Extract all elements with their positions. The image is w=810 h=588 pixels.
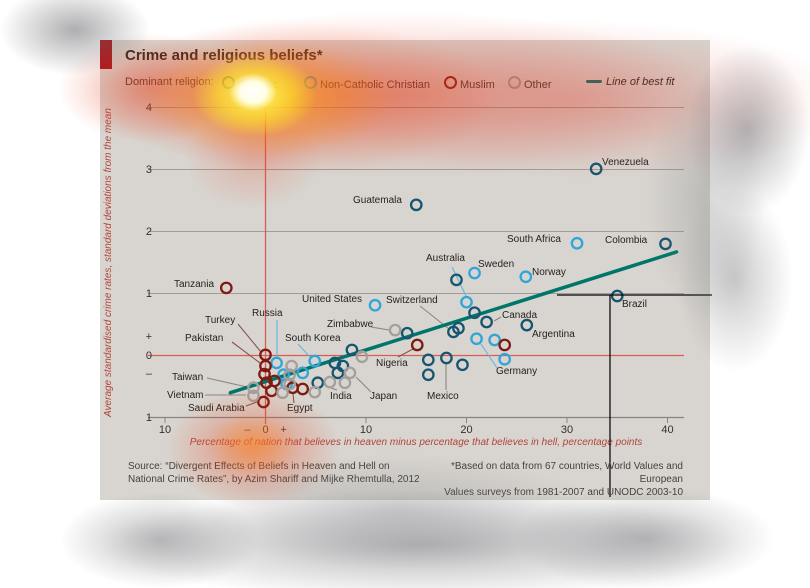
country-label-brazil: Brazil xyxy=(622,299,648,310)
country-point xyxy=(498,338,512,352)
country-point xyxy=(421,353,435,367)
country-label-zimbabwe: Zimbabwe xyxy=(327,319,374,330)
country-label-australia: Australia xyxy=(426,253,465,264)
country-label-south-korea: South Korea xyxy=(285,333,341,344)
country-label-switzerland: Switzerland xyxy=(386,295,438,306)
y-tick-1: 3 xyxy=(145,163,152,176)
country-label-vietnam: Vietnam xyxy=(167,390,204,401)
footnote-line-2: Values surveys from 1981-2007 and UNODC … xyxy=(444,487,683,498)
country-label-canada: Canada xyxy=(502,310,538,321)
y-tick-0: 4 xyxy=(145,101,152,114)
y-tick-7: 1 xyxy=(145,411,152,424)
country-label-turkey: Turkey xyxy=(205,315,236,326)
country-point-india xyxy=(323,375,337,389)
y-tick-4: + xyxy=(145,330,152,343)
country-point-south-africa xyxy=(570,236,584,250)
footnote-line-1: *Based on data from 67 countries, World … xyxy=(451,461,683,485)
country-point-zimbabwe xyxy=(388,323,402,337)
country-label-tanzania: Tanzania xyxy=(174,279,215,290)
country-point xyxy=(308,385,322,399)
country-point xyxy=(338,376,352,390)
country-point-united-states xyxy=(368,298,382,312)
country-label-norway: Norway xyxy=(532,267,566,278)
country-label-mexico: Mexico xyxy=(427,391,459,402)
x-tick-0: 10 xyxy=(158,424,172,436)
country-point-russia xyxy=(270,356,283,370)
country-label-taiwan: Taiwan xyxy=(172,372,204,383)
x-tick-7: 40 xyxy=(661,424,674,436)
source-note: Source: “Divergent Effects of Beliefs in… xyxy=(128,460,420,486)
country-point-norway xyxy=(519,270,533,284)
country-label-egypt: Egypt xyxy=(287,403,313,414)
country-label-argentina: Argentina xyxy=(532,329,575,340)
y-tick-3: 1 xyxy=(145,287,152,300)
source-line-2: National Crime Rates”, by Azim Shariff a… xyxy=(128,474,420,485)
country-point-brazil xyxy=(610,289,624,303)
source-line-1: Source: “Divergent Effects of Beliefs in… xyxy=(128,461,390,472)
country-label-south-africa: South Africa xyxy=(507,234,561,245)
country-point-mexico xyxy=(440,351,453,365)
country-label-colombia: Colombia xyxy=(605,235,648,246)
country-point xyxy=(276,386,289,400)
footnote: *Based on data from 67 countries, World … xyxy=(420,460,683,499)
country-point-saudi-arabia xyxy=(257,395,270,409)
zero-reference-lines xyxy=(148,107,684,424)
x-tick-6: 30 xyxy=(560,424,574,436)
country-label-japan: Japan xyxy=(370,391,398,402)
country-point xyxy=(296,382,310,396)
country-point-germany xyxy=(470,332,483,346)
country-label-guatemala: Guatemala xyxy=(353,195,402,206)
country-label-saudi-arabia: Saudi Arabia xyxy=(188,403,245,414)
country-label-india: India xyxy=(330,391,352,402)
country-point-argentina xyxy=(520,318,534,332)
country-point-nigeria xyxy=(410,338,424,352)
country-point-canada xyxy=(480,315,493,329)
country-point-tanzania xyxy=(219,281,233,295)
gridlines xyxy=(148,107,684,423)
y-tick-6: – xyxy=(145,368,152,381)
x-tick-3: + xyxy=(280,424,287,436)
country-point-colombia xyxy=(659,237,672,251)
y-tick-2: 2 xyxy=(145,225,152,238)
y-tick-5: 0 xyxy=(145,349,152,362)
country-point-venezuela xyxy=(589,162,603,176)
country-label-germany: Germany xyxy=(496,366,538,377)
country-point-guatemala xyxy=(409,198,423,212)
x-tick-5: 20 xyxy=(460,424,473,436)
x-tick-4: 10 xyxy=(359,424,373,436)
country-point xyxy=(355,350,369,364)
country-point xyxy=(456,358,469,372)
country-label-venezuela: Venezuela xyxy=(602,157,649,168)
country-label-pakistan: Pakistan xyxy=(185,333,224,344)
country-label-sweden: Sweden xyxy=(478,259,515,270)
country-label-nigeria: Nigeria xyxy=(376,358,408,369)
country-label-russia: Russia xyxy=(252,308,283,319)
country-point xyxy=(421,368,435,382)
country-point xyxy=(488,333,501,347)
country-label-united-states: United States xyxy=(302,294,363,305)
country-point xyxy=(265,384,278,398)
country-point-australia xyxy=(460,295,473,309)
country-point-japan xyxy=(343,366,357,380)
